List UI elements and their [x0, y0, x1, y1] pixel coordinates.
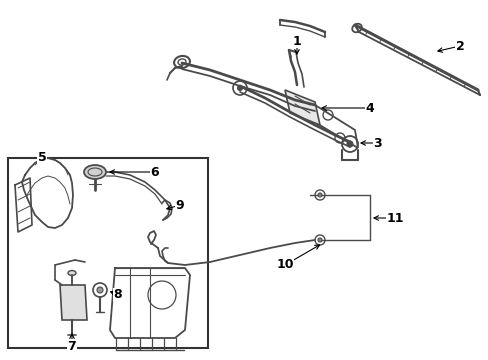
Text: 7: 7	[67, 339, 76, 352]
Polygon shape	[60, 285, 87, 320]
Text: 8: 8	[113, 288, 122, 302]
Circle shape	[346, 141, 352, 147]
Text: 11: 11	[386, 212, 403, 225]
Text: 5: 5	[38, 150, 46, 163]
Ellipse shape	[84, 165, 106, 179]
Text: 1: 1	[292, 35, 301, 48]
Text: 3: 3	[373, 136, 382, 149]
Circle shape	[237, 86, 242, 90]
Text: 6: 6	[150, 166, 159, 179]
Circle shape	[317, 193, 321, 197]
Text: 9: 9	[175, 198, 184, 212]
Bar	[8, 158, 207, 348]
Text: 2: 2	[455, 40, 464, 53]
Circle shape	[317, 238, 321, 242]
Circle shape	[97, 287, 103, 293]
Ellipse shape	[68, 270, 76, 275]
Text: 4: 4	[365, 102, 374, 114]
Text: 10: 10	[276, 258, 293, 271]
Polygon shape	[285, 90, 319, 125]
